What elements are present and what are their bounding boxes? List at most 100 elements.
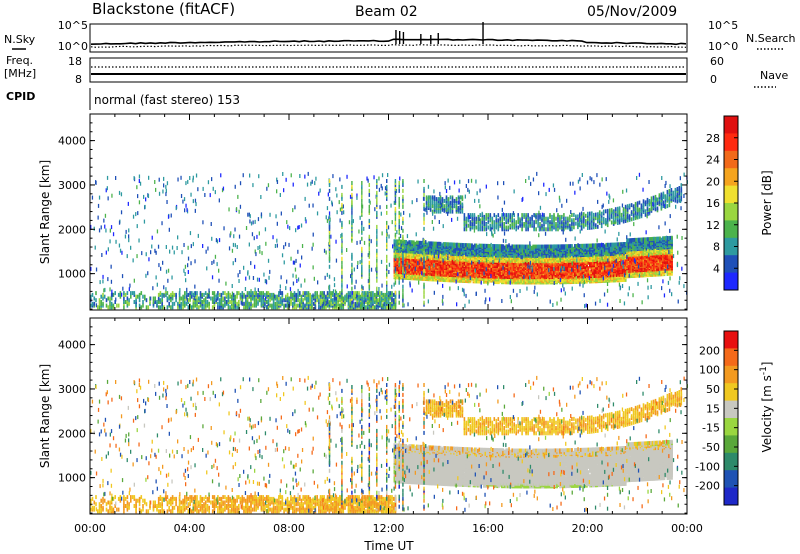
power-cell — [426, 270, 429, 275]
power-cell — [514, 253, 517, 258]
power-cell — [499, 264, 502, 269]
power-cell — [618, 246, 621, 251]
power-cell — [568, 244, 570, 249]
power-cell — [455, 204, 458, 209]
power-cell — [603, 244, 606, 249]
power-cell — [477, 225, 480, 230]
power-cell — [587, 243, 590, 248]
power-cell — [471, 251, 473, 256]
power-cell — [441, 243, 443, 248]
power-cell — [608, 242, 611, 247]
power-cell — [586, 243, 588, 248]
power-cell — [539, 244, 542, 249]
power-cell — [411, 273, 414, 278]
power-cell — [448, 278, 451, 283]
power-cell — [538, 244, 540, 249]
power-cell — [503, 258, 506, 263]
power-cell — [467, 223, 470, 228]
power-cell — [454, 246, 457, 251]
power-cell — [461, 209, 464, 214]
power-cell — [444, 255, 446, 260]
power-cell — [481, 243, 484, 248]
power-cell — [439, 252, 442, 257]
power-cell — [465, 243, 467, 248]
power-cell — [518, 244, 521, 249]
power-cell — [566, 244, 569, 249]
power-cell — [468, 248, 470, 253]
power-cell — [462, 243, 464, 247]
power-cell — [421, 240, 424, 245]
power-cell — [432, 241, 435, 246]
power-cell — [496, 244, 499, 249]
power-cell — [429, 195, 432, 200]
power-cell — [481, 227, 484, 232]
power-cell — [450, 255, 452, 260]
power-cell — [393, 247, 396, 252]
power-cell — [454, 259, 457, 264]
power-cell — [471, 225, 474, 230]
power-cell — [431, 195, 434, 200]
power-cell — [481, 262, 484, 267]
power-cell — [517, 259, 520, 264]
power-cell — [459, 242, 461, 247]
power-cell — [406, 252, 409, 256]
power-cell — [474, 259, 476, 264]
power-cell — [618, 242, 621, 247]
power-cell — [459, 200, 462, 205]
power-cell — [562, 244, 564, 249]
power-cell — [551, 248, 554, 253]
power-cell — [480, 267, 482, 272]
power-cell — [425, 200, 428, 205]
power-cell — [477, 252, 479, 257]
power-cell — [512, 244, 515, 249]
power-cell — [477, 270, 479, 275]
power-cell — [414, 241, 417, 246]
power-cell — [433, 195, 436, 200]
power-cell — [436, 241, 439, 246]
power-cell — [521, 244, 524, 249]
power-cell — [474, 243, 476, 248]
power-cell — [411, 240, 414, 245]
cpid-label: CPID — [6, 90, 35, 103]
power-cell — [657, 236, 660, 241]
power-cell — [450, 242, 452, 247]
power-cell — [415, 257, 418, 262]
power-cell — [475, 220, 478, 225]
power-cell — [448, 271, 451, 276]
power-cell — [451, 254, 454, 259]
power-cell — [442, 247, 445, 252]
power-cell — [449, 200, 452, 205]
power-cell — [669, 250, 672, 255]
power-cell — [468, 267, 470, 272]
power-cell — [503, 274, 506, 279]
power-cell — [553, 244, 555, 249]
power-cell — [506, 267, 509, 271]
power-cell — [506, 244, 509, 249]
power-cell — [554, 244, 557, 249]
power-cell — [463, 213, 466, 218]
power-cell — [447, 197, 450, 202]
power-cell — [484, 243, 487, 248]
power-cell — [477, 244, 479, 249]
power-cell — [489, 253, 491, 258]
power-cell — [475, 243, 478, 248]
cpid-text: normal (fast stereo) 153 — [94, 93, 240, 107]
power-cell — [453, 242, 455, 247]
power-cell — [565, 272, 567, 277]
power-cell — [509, 245, 512, 250]
power-cell — [511, 244, 514, 249]
power-cell — [611, 242, 614, 247]
power-cell — [486, 243, 488, 248]
power-cell — [426, 242, 429, 247]
power-cell — [503, 266, 506, 271]
power-cell — [506, 256, 509, 261]
power-cell — [393, 239, 396, 244]
power-cell — [506, 277, 509, 282]
power-cell — [450, 269, 452, 273]
power-cell — [509, 268, 512, 273]
power-cell — [595, 243, 597, 248]
power-cell — [544, 244, 546, 249]
power-cell — [512, 248, 515, 253]
power-cell — [414, 256, 417, 261]
power-cell — [424, 267, 427, 272]
